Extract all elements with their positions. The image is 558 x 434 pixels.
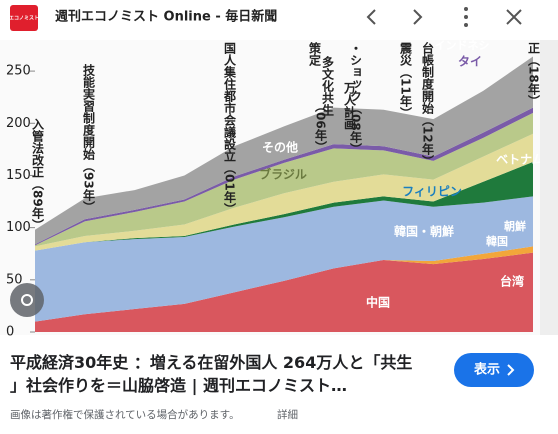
event-label: 正（18年） (527, 42, 541, 107)
series-label: タイ (458, 55, 482, 69)
event-label: 万人計画 (343, 82, 357, 131)
series-label: 台湾 (500, 274, 524, 289)
visit-chevron (507, 364, 515, 376)
area-layer (35, 112, 533, 247)
y-tick-label: 250 (6, 64, 31, 79)
series-label: ベトナム (496, 153, 544, 167)
scroll-area (540, 40, 558, 335)
event-label: 震災（11年） (399, 42, 413, 119)
next-button[interactable] (413, 9, 423, 25)
visit-button[interactable] (454, 353, 534, 387)
area-layer (35, 56, 533, 245)
area-layer (35, 161, 533, 251)
series-label: ブラジル (259, 167, 307, 182)
event-label: 策定 (308, 41, 322, 67)
header (0, 0, 558, 38)
event-label: （06年） (314, 100, 328, 153)
annotation: インドネシ (435, 39, 490, 52)
y-tick-label: 150 (6, 168, 31, 183)
visit-label: 表示 (473, 362, 500, 378)
lens-icon (21, 294, 33, 306)
copyright-note: 画像は著作権で保護されている場合があります。 (10, 408, 240, 421)
more-button[interactable] (464, 7, 468, 27)
y-tick-label: 0 (6, 325, 14, 340)
event-label: 台帳制度開始（12年） (421, 41, 435, 167)
lens-button[interactable] (10, 283, 44, 317)
event-label: 国人集住都市会議設立（01年） (223, 42, 237, 215)
area-layer (35, 246, 533, 322)
y-tick-label: 50 (6, 272, 23, 287)
event-label: 入管法改正（89年） (31, 118, 45, 231)
event-label: ・ショック（08年） (349, 42, 363, 155)
series-label: 中国 (366, 295, 390, 310)
event-label: 多文化共生 (321, 55, 335, 117)
details-link[interactable]: 詳細 (277, 408, 298, 421)
series-label: その他 (262, 140, 298, 155)
y-tick-label: 200 (6, 116, 31, 131)
annotation: 韓国 (486, 234, 508, 248)
area-layer (35, 252, 533, 332)
logo-text: エコノミスト (9, 16, 39, 22)
series-label: 韓国・朝鮮 (394, 224, 454, 239)
annotation: 朝鮮 (504, 219, 526, 233)
site-name[interactable]: 週刊エコノミスト Online - 毎日新聞 (55, 9, 277, 25)
area-layer (35, 196, 533, 322)
series-label: フィリピン (402, 185, 462, 199)
event-label: 技能実習制度開始（93年） (82, 63, 96, 213)
logo[interactable] (10, 5, 38, 31)
caption[interactable]: 平成経済30年史 ：増える在留外国人 264万人と「共生」社会作りを＝山脇啓造 … (10, 353, 412, 396)
close-button[interactable] (506, 9, 522, 25)
area-layer (35, 133, 533, 251)
y-tick-label: 100 (6, 220, 31, 235)
prev-button[interactable] (366, 9, 376, 25)
